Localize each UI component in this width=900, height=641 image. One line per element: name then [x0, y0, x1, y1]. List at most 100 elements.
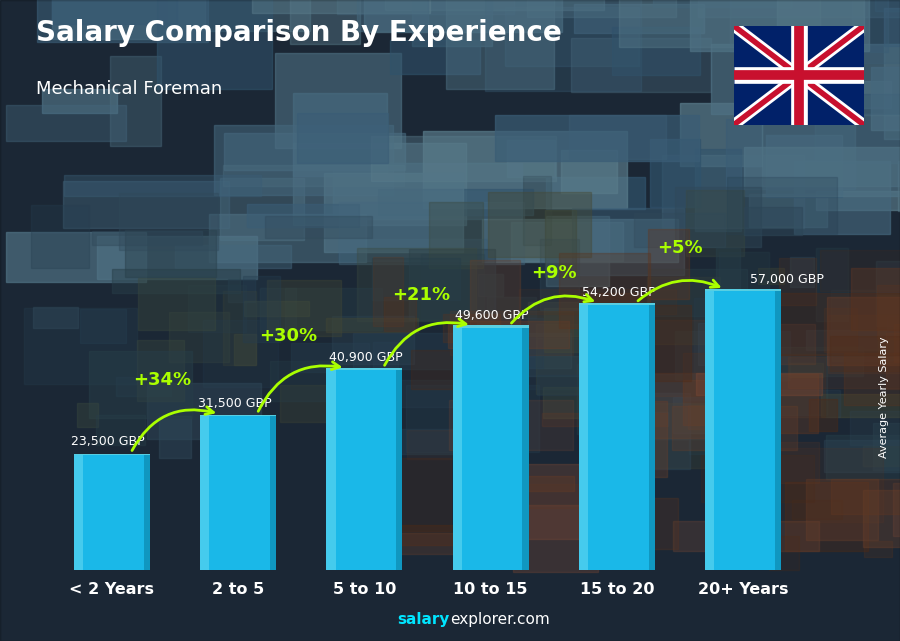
Bar: [486, 333, 572, 369]
Bar: [119, 193, 218, 250]
Bar: [864, 540, 892, 556]
Bar: [511, 222, 623, 262]
Bar: [762, 115, 900, 186]
Bar: [662, 155, 805, 228]
Bar: [649, 305, 655, 570]
Bar: [293, 144, 466, 225]
Bar: [410, 249, 496, 320]
Bar: [884, 44, 900, 140]
Bar: [726, 119, 855, 188]
Text: 57,000 GBP: 57,000 GBP: [750, 272, 824, 285]
Bar: [223, 165, 404, 186]
Bar: [384, 524, 464, 545]
Bar: [831, 290, 900, 362]
Bar: [428, 203, 482, 267]
Bar: [378, 189, 533, 215]
Bar: [729, 354, 826, 415]
Bar: [495, 115, 699, 161]
Bar: [816, 190, 900, 210]
Bar: [157, 0, 272, 89]
Bar: [448, 399, 573, 451]
Bar: [851, 268, 900, 329]
Bar: [478, 274, 503, 296]
Bar: [850, 411, 900, 445]
Bar: [673, 397, 716, 433]
Bar: [23, 308, 137, 384]
Bar: [648, 269, 747, 317]
Bar: [820, 250, 900, 291]
Bar: [672, 406, 797, 451]
Bar: [148, 383, 261, 438]
Bar: [372, 258, 460, 300]
Bar: [682, 379, 744, 426]
Bar: [488, 192, 591, 257]
Bar: [561, 150, 617, 193]
Bar: [764, 390, 840, 417]
Bar: [546, 177, 644, 209]
Bar: [138, 278, 215, 331]
Bar: [650, 138, 699, 208]
Bar: [292, 344, 369, 372]
Bar: [873, 423, 900, 470]
Bar: [619, 320, 764, 396]
Bar: [96, 415, 145, 445]
Bar: [168, 0, 310, 31]
Bar: [505, 6, 639, 66]
Bar: [634, 213, 724, 247]
Bar: [612, 27, 699, 75]
Bar: [52, 0, 177, 24]
FancyArrowPatch shape: [132, 407, 213, 451]
Bar: [730, 0, 887, 52]
Bar: [634, 412, 668, 426]
Bar: [270, 361, 334, 401]
Bar: [766, 135, 842, 197]
Polygon shape: [327, 368, 402, 370]
Bar: [572, 208, 684, 276]
Bar: [824, 308, 857, 352]
Bar: [527, 0, 676, 17]
Bar: [202, 320, 278, 387]
Text: +5%: +5%: [657, 239, 703, 257]
Bar: [63, 181, 230, 228]
Bar: [247, 204, 359, 226]
Bar: [822, 394, 900, 417]
Bar: [675, 187, 761, 247]
Text: Mechanical Foreman: Mechanical Foreman: [36, 80, 222, 98]
Bar: [52, 0, 205, 38]
Bar: [267, 280, 341, 335]
Bar: [806, 330, 886, 349]
Bar: [507, 140, 554, 178]
Bar: [443, 314, 500, 342]
Bar: [337, 444, 364, 463]
Bar: [895, 324, 900, 362]
Bar: [574, 4, 704, 33]
Bar: [514, 338, 647, 390]
Bar: [224, 133, 405, 170]
Text: 23,500 GBP: 23,500 GBP: [71, 435, 145, 448]
Bar: [6, 105, 126, 141]
Bar: [688, 437, 746, 454]
Bar: [448, 320, 569, 347]
Bar: [374, 342, 398, 411]
Bar: [712, 442, 818, 483]
Bar: [706, 292, 781, 570]
Bar: [648, 229, 689, 299]
Bar: [488, 297, 536, 319]
Bar: [893, 483, 900, 536]
Bar: [528, 301, 590, 336]
Bar: [519, 289, 677, 314]
Bar: [396, 370, 402, 570]
Bar: [653, 0, 791, 7]
Bar: [243, 276, 280, 342]
Bar: [619, 0, 820, 47]
Bar: [270, 416, 276, 570]
Bar: [884, 8, 900, 46]
Bar: [234, 334, 256, 365]
Bar: [844, 353, 900, 405]
Bar: [515, 476, 573, 492]
Bar: [470, 260, 520, 335]
Bar: [175, 245, 292, 268]
Bar: [77, 403, 98, 428]
Bar: [723, 441, 779, 479]
Bar: [726, 177, 837, 234]
